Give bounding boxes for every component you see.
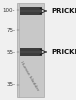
Text: 35-: 35- [6, 82, 15, 88]
Bar [20, 10, 42, 12]
Bar [20, 7, 42, 15]
Text: Human bladder: Human bladder [19, 60, 39, 92]
Text: PRICKLE1: PRICKLE1 [52, 49, 76, 55]
Bar [17, 3, 44, 97]
Text: PRICKLE1: PRICKLE1 [52, 8, 76, 14]
Text: 75-: 75- [6, 28, 15, 32]
Text: 100-: 100- [3, 8, 15, 12]
Text: 55-: 55- [6, 50, 15, 55]
Bar [20, 48, 42, 56]
Bar [20, 51, 42, 53]
